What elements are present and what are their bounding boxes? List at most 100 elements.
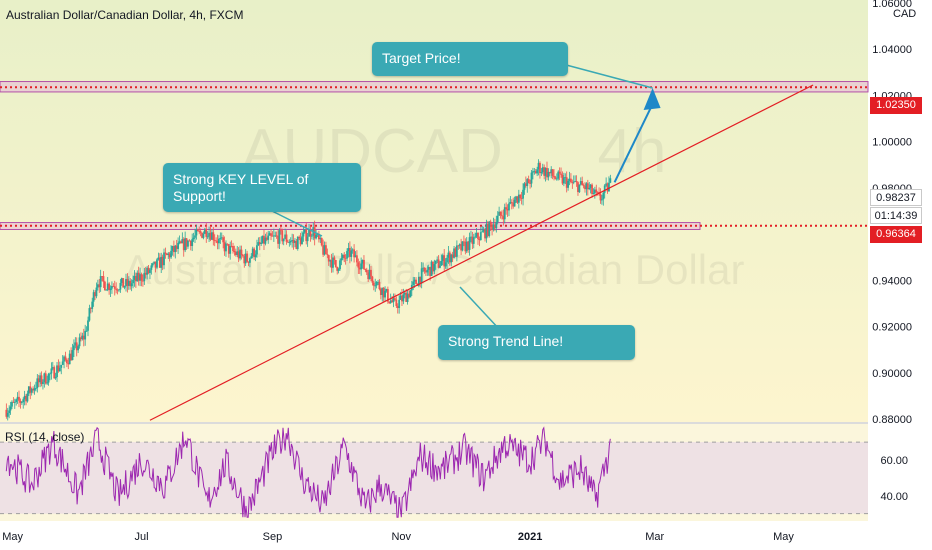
candle-body [267,235,270,240]
target-price-callout[interactable]: Target Price! [372,42,568,76]
candle-body [441,255,444,261]
candle-body [12,401,15,403]
candle-body [364,269,367,271]
projection-arrowhead [643,88,661,111]
candle-body [371,276,374,283]
price-axis-tick-label: 1.06000 [872,0,912,10]
candle-body [482,229,485,232]
candle-body [419,276,422,283]
candle-body [574,181,577,182]
candle-body [448,252,451,263]
time-axis-tick-label: May [773,531,794,543]
candle-body [194,235,196,238]
candle-body [237,251,240,259]
candle-body [515,196,517,200]
candle-body [19,400,22,403]
candle-body [568,178,571,181]
candle-body [540,172,543,174]
candle-body [84,330,87,340]
candle-body [22,399,25,403]
candle-body [571,182,574,183]
candle-body [381,287,384,296]
candle-body [165,253,168,255]
candle-body [153,261,156,264]
candle-body [20,402,23,403]
candle-body [149,269,151,273]
candle-body [562,177,565,184]
candle-body [550,169,553,174]
candle-body [427,267,430,270]
rsi-line [5,426,611,518]
candle-body [167,253,170,255]
candle-body [526,179,529,186]
candle-body [478,238,481,241]
candle-body [42,381,44,384]
trend-line-callout[interactable]: Strong Trend Line! [438,325,635,360]
candle-body [429,267,432,276]
candle-body [157,257,160,260]
candle-body [112,286,115,287]
candle-body [154,261,157,268]
candle-body [37,378,40,383]
candle-body [395,299,398,307]
candle-body [222,237,225,243]
candle-body [180,241,182,244]
candle-body [120,278,123,283]
candle-body [223,242,226,252]
candle-body [322,245,325,255]
candle-body [260,243,263,244]
candle-body [202,233,205,238]
candle-body [589,184,592,188]
candle-body [16,396,19,400]
candle-body [215,240,218,242]
candle-body [520,198,523,199]
candle-body [205,228,208,237]
support-callout[interactable]: Strong KEY LEVEL of Support! [163,163,361,212]
candle-body [329,260,332,262]
candle-body [68,353,71,365]
candle-body [503,207,506,220]
candle-body [164,252,167,254]
candle-body [302,232,305,237]
candle-body [142,280,144,282]
candle-body [319,238,322,240]
candle-body [274,235,277,237]
candle-body [156,259,158,268]
candle-body [557,171,560,179]
price-axis-tick-label: 1.04000 [872,44,912,56]
candle-body [191,239,194,246]
time-axis-background [0,521,868,550]
candle-body [206,236,209,238]
candle-body [339,260,341,270]
candle-body [481,231,484,233]
candle-body [340,258,343,261]
candle-body [551,169,554,176]
candle-body [310,235,313,237]
candle-body [413,279,416,282]
candle-body [365,270,368,273]
candle-body [160,256,163,268]
candle-body [524,183,527,186]
candle-body [264,237,267,244]
candle-body [291,240,294,241]
candle-body [220,237,223,239]
candle-body [379,289,382,296]
candle-body [240,249,243,256]
candle-body [26,393,29,402]
candle-body [95,287,98,297]
candle-body [35,388,37,389]
candle-body [450,254,453,263]
candle-body [43,373,46,382]
currency-label: CAD [893,8,917,20]
candle-body [334,259,337,267]
candle-body [527,179,530,184]
candle-body [581,181,584,186]
candle-body [501,215,503,217]
candle-body [553,175,555,178]
candle-body [287,241,289,243]
candle-body [256,245,258,255]
candle-body [70,353,73,361]
candle-body [111,286,113,289]
candle-body [47,373,50,383]
candle-body [227,244,230,254]
